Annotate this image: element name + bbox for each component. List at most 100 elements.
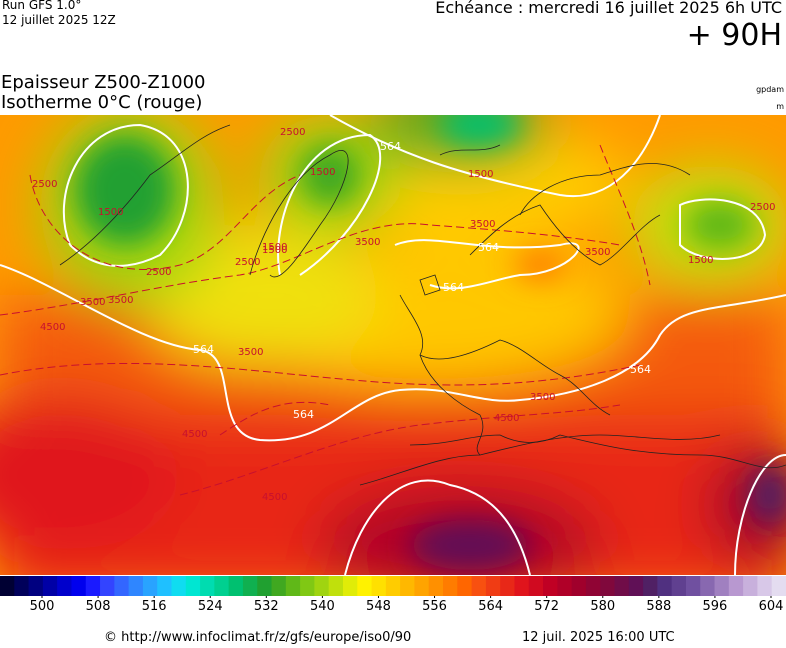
legend-swatch [128, 576, 144, 596]
contour-label: 4500 [182, 429, 207, 440]
contour-label: 1500 [262, 245, 287, 256]
legend-swatch [14, 576, 30, 596]
contour-label: 1500 [98, 207, 123, 218]
legend-tick-label: 548 [366, 599, 391, 612]
legend-swatch [714, 576, 730, 596]
contour-label: 564 [478, 241, 499, 254]
legend-swatch [485, 576, 501, 596]
legend-swatch [385, 576, 401, 596]
legend-swatch [743, 576, 758, 596]
legend-swatch [314, 576, 330, 596]
legend-swatch [200, 576, 215, 596]
contour-label: 564 [293, 408, 314, 421]
legend-swatch [371, 576, 387, 596]
legend-tick-label: 588 [646, 599, 671, 612]
legend-tick-label: 580 [590, 599, 615, 612]
legend-swatch [628, 576, 644, 596]
legend-swatch [214, 576, 230, 596]
contour-label: 564 [443, 281, 464, 294]
footer-url: © http://www.infoclimat.fr/z/gfs/europe/… [104, 630, 412, 645]
legend-tick-label: 500 [30, 599, 55, 612]
legend-swatch [514, 576, 530, 596]
contour-label: 3500 [80, 297, 105, 308]
legend-swatch [271, 576, 287, 596]
contour-label: 2500 [32, 179, 57, 190]
legend-swatch [543, 576, 558, 596]
legend-swatch [614, 576, 630, 596]
contour-label: 2500 [146, 267, 171, 278]
contour-label: 2500 [280, 127, 305, 138]
legend-tick-label: 532 [254, 599, 279, 612]
legend-swatch [328, 576, 344, 596]
legend-swatch [571, 576, 587, 596]
legend-swatch [242, 576, 258, 596]
run-date: 12 juillet 2025 12Z [2, 13, 116, 27]
legend-swatch [300, 576, 315, 596]
thickness-contours [0, 115, 786, 575]
map-title: Epaisseur Z500-Z1000 [1, 72, 206, 93]
contour-label: 2500 [235, 257, 260, 268]
legend-swatch [528, 576, 544, 596]
legend-swatch [728, 576, 744, 596]
legend-swatch [557, 576, 573, 596]
legend-tick-label: 596 [703, 599, 728, 612]
legend-swatch [600, 576, 616, 596]
unit-isotherm: m [776, 102, 784, 111]
legend-swatch [28, 576, 44, 596]
contour-label: 3500 [585, 247, 610, 258]
legend-tick-label: 604 [759, 599, 784, 612]
contour-label: 1500 [310, 167, 335, 178]
contour-label: 3500 [530, 392, 555, 403]
contour-label: 1500 [262, 242, 287, 253]
legend-tick-label: 556 [422, 599, 447, 612]
legend-swatch [0, 576, 15, 596]
contour-label: 2500 [750, 202, 775, 213]
legend-swatch [400, 576, 415, 596]
contour-label: 3500 [108, 295, 133, 306]
legend-swatch [471, 576, 487, 596]
lead-time: + 90H [686, 18, 782, 53]
legend-tick-label: 516 [142, 599, 167, 612]
contour-label: 1500 [468, 169, 493, 180]
legend-tick-label: 508 [86, 599, 111, 612]
legend-swatch [228, 576, 244, 596]
unit-thickness: gpdam [756, 85, 784, 94]
legend-swatch [700, 576, 716, 596]
contour-label: 3500 [238, 347, 263, 358]
legend-swatch [85, 576, 101, 596]
thickness-field: 2500 1500 2500 1500 2500 1500 3500 564 3… [0, 115, 786, 575]
legend-swatch [585, 576, 601, 596]
contour-label: 1500 [688, 255, 713, 266]
legend-swatch [757, 576, 773, 596]
legend-swatch [100, 576, 115, 596]
legend-swatch [142, 576, 158, 596]
contour-label: 4500 [262, 492, 287, 503]
map: 2500 1500 2500 1500 2500 1500 3500 564 3… [0, 115, 786, 575]
legend-tick-label: 540 [310, 599, 335, 612]
legend-swatch [71, 576, 87, 596]
legend-swatch [771, 576, 786, 596]
legend-tick-label: 564 [478, 599, 503, 612]
legend-swatch [171, 576, 187, 596]
contour-label: 564 [380, 140, 401, 153]
legend-swatch [428, 576, 444, 596]
legend-swatch [57, 576, 72, 596]
run-label: Run GFS 1.0° [2, 0, 82, 12]
contour-label: 4500 [40, 322, 65, 333]
contour-label: 3500 [355, 237, 380, 248]
legend-swatch [643, 576, 658, 596]
legend-swatch [657, 576, 673, 596]
legend-swatch [671, 576, 687, 596]
coastlines [59, 124, 786, 486]
legend-swatch [457, 576, 473, 596]
color-legend: 500 508 516 524 532 540 548 556 564 572 580 588 596 6… [0, 576, 786, 612]
legend-swatch [685, 576, 701, 596]
legend-swatch [342, 576, 358, 596]
legend-swatch [500, 576, 515, 596]
map-subtitle: Isotherme 0°C (rouge) [1, 92, 203, 113]
isotherm-contours [0, 144, 651, 496]
legend-swatch [257, 576, 273, 596]
contour-label: 4500 [494, 413, 519, 424]
